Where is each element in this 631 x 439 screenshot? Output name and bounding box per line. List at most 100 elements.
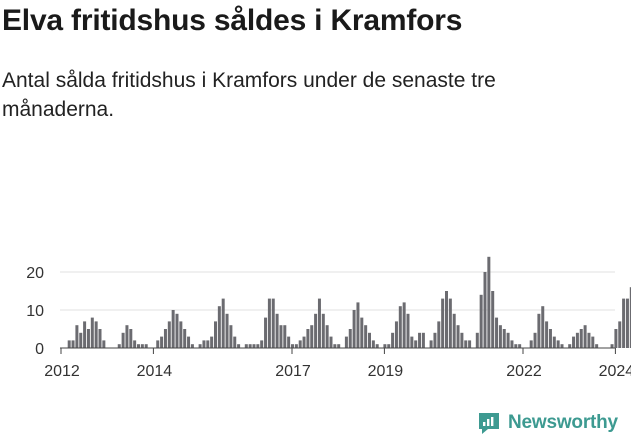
bar [137, 344, 140, 348]
bar [614, 329, 618, 348]
bar [545, 321, 549, 348]
bar [210, 336, 214, 348]
bar [406, 313, 410, 348]
bar [572, 336, 576, 348]
y-tick-label-10: 10 [26, 303, 44, 320]
bar [291, 344, 294, 348]
bar [321, 313, 325, 348]
bar [67, 340, 71, 348]
bar [225, 313, 229, 348]
bar [502, 329, 506, 348]
bar [368, 332, 371, 348]
bar [622, 298, 626, 348]
x-tick-label-2019: 2019 [368, 363, 404, 380]
bar [387, 344, 391, 348]
bar [483, 272, 487, 348]
bar [579, 329, 583, 348]
bar [125, 325, 129, 348]
bar [160, 336, 164, 348]
bar [294, 344, 298, 348]
bar [163, 329, 167, 348]
bar [510, 340, 514, 348]
bar [214, 321, 217, 348]
bar [337, 344, 341, 348]
bar [264, 317, 268, 348]
bar [98, 329, 102, 348]
bar [410, 336, 414, 348]
bar [595, 344, 599, 348]
bar [414, 340, 418, 348]
bar [364, 325, 368, 348]
bar [298, 340, 302, 348]
bar [360, 317, 364, 348]
bar [221, 298, 225, 348]
bar [129, 329, 133, 348]
bar [556, 340, 560, 348]
bar [460, 332, 464, 348]
bar [391, 332, 395, 348]
bar [475, 332, 479, 348]
bar [437, 321, 441, 348]
bar [283, 325, 287, 348]
chart-subtitle: Antal sålda fritidshus i Kramfors under … [2, 69, 496, 121]
bar [452, 313, 456, 348]
bar [394, 321, 398, 348]
bar [102, 340, 106, 348]
bar [629, 287, 631, 348]
bars [67, 256, 631, 348]
bar [144, 344, 148, 348]
bar [179, 321, 183, 348]
bar [402, 302, 406, 348]
bar [560, 344, 564, 348]
x-tick-label-2017: 2017 [275, 363, 311, 380]
bar [233, 336, 237, 348]
bar [514, 344, 518, 348]
brand-name: Newsworthy [508, 412, 618, 433]
bar [167, 321, 171, 348]
bar [352, 310, 356, 348]
bar [86, 329, 90, 348]
bar [79, 332, 83, 348]
bar [198, 344, 202, 348]
bar [468, 340, 472, 348]
bar [348, 329, 352, 348]
bar [479, 294, 483, 348]
bar [441, 298, 445, 348]
bar [302, 336, 306, 348]
bar [229, 325, 233, 348]
bar [375, 344, 379, 348]
bar [140, 344, 144, 348]
bar [275, 313, 279, 348]
bar [568, 344, 572, 348]
bar [133, 340, 137, 348]
bar [75, 325, 79, 348]
bar [206, 340, 210, 348]
bar [279, 325, 283, 348]
bar [237, 344, 241, 348]
bar [371, 340, 375, 348]
bar [156, 340, 160, 348]
bar [314, 313, 318, 348]
y-axis-labels: 0 10 20 [26, 265, 44, 358]
bar [487, 256, 491, 348]
bar [171, 310, 175, 348]
chart-title: Elva fritidshus såldes i Kramfors [2, 4, 463, 37]
bar [333, 344, 337, 348]
bar [83, 321, 87, 348]
bar [418, 332, 422, 348]
bar [175, 313, 179, 348]
bar [271, 298, 275, 348]
bar [429, 340, 433, 348]
bar [244, 344, 248, 348]
bar [591, 336, 595, 348]
x-tick-label-2012: 2012 [44, 363, 80, 380]
newsworthy-brand[interactable]: Newsworthy [476, 407, 618, 439]
bar [121, 332, 125, 348]
bar [575, 332, 579, 348]
bar [325, 325, 329, 348]
bar [433, 332, 437, 348]
bar [187, 336, 191, 348]
bar [306, 329, 310, 348]
bar [583, 325, 587, 348]
